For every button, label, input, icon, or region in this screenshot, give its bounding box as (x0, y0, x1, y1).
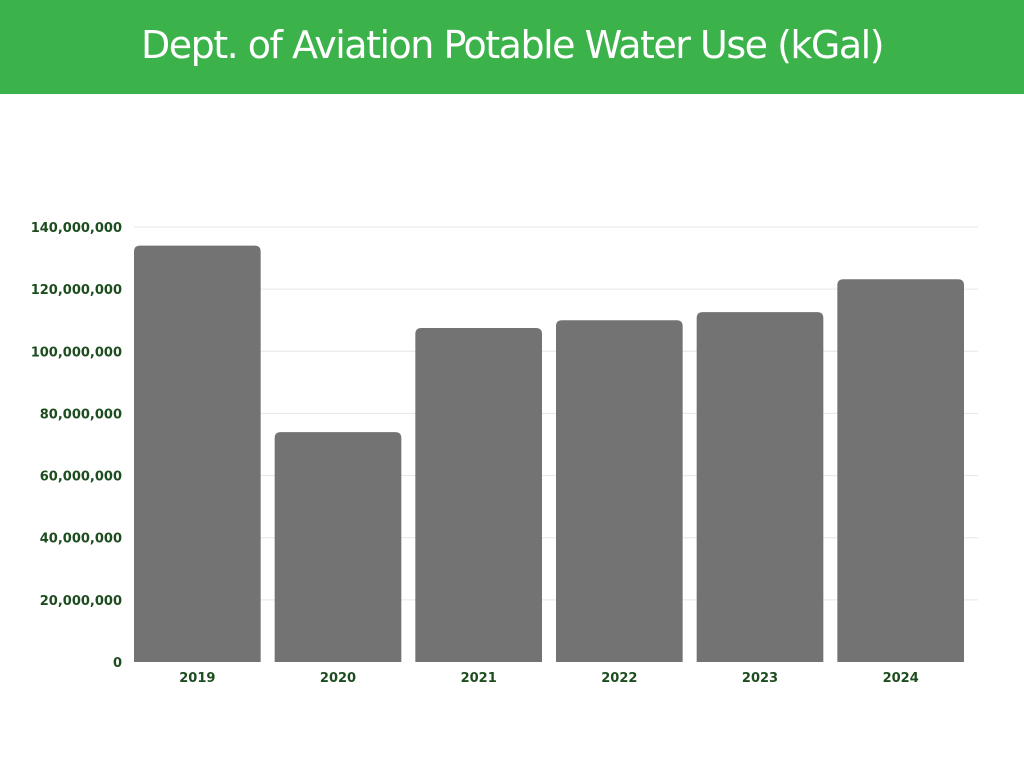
bar-2019 (134, 245, 261, 662)
y-tick-label: 140,000,000 (31, 221, 122, 236)
bar-2023 (696, 312, 824, 662)
y-tick-label: 0 (113, 656, 122, 671)
x-tick-label: 2019 (179, 671, 215, 686)
y-axis-tick-labels: 0 20,000,000 40,000,000 60,000,000 80,000,00… (31, 221, 122, 671)
x-tick-label: 2021 (461, 671, 497, 686)
y-tick-label: 100,000,000 (31, 345, 122, 360)
y-tick-label: 60,000,000 (40, 470, 122, 485)
bars (134, 245, 964, 662)
bar-2022 (556, 320, 683, 662)
x-tick-label: 2020 (320, 671, 356, 686)
bar-2024 (837, 279, 964, 662)
y-tick-label: 80,000,000 (40, 407, 122, 422)
chart-area: 0 20,000,000 40,000,000 60,000,000 80,000,00… (0, 94, 1024, 768)
title-banner: Dept. of Aviation Potable Water Use (kGa… (0, 0, 1024, 94)
x-tick-label: 2023 (742, 671, 778, 686)
chart-title: Dept. of Aviation Potable Water Use (kGa… (140, 23, 885, 67)
y-tick-label: 120,000,000 (31, 283, 122, 298)
x-tick-label: 2024 (883, 671, 919, 686)
y-tick-label: 20,000,000 (40, 594, 122, 609)
x-axis-tick-labels: 2019 2020 2021 2022 2023 2024 (179, 671, 919, 686)
x-tick-label: 2022 (601, 671, 637, 686)
y-tick-label: 40,000,000 (40, 532, 122, 547)
bar-2020 (274, 432, 402, 662)
bar-chart: 0 20,000,000 40,000,000 60,000,000 80,000,00… (31, 221, 978, 686)
bar-2021 (415, 327, 542, 662)
